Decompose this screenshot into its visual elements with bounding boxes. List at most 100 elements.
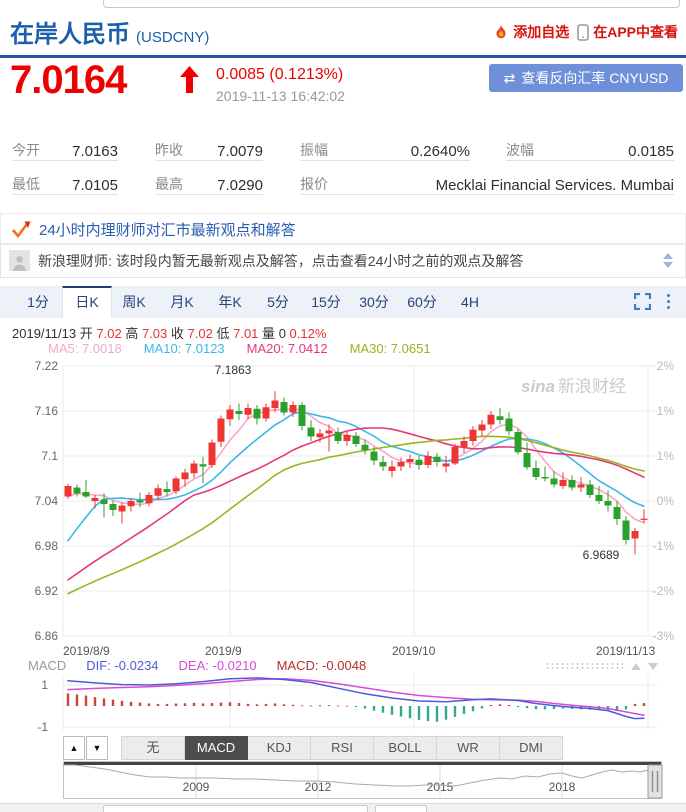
indicator-none[interactable]: 无 (121, 736, 185, 760)
view-in-app-link[interactable]: 在APP中查看 (577, 22, 678, 42)
tab-60min[interactable]: 60分 (407, 294, 437, 310)
ohlc-label: 高 (125, 326, 139, 341)
stat-quote-source: 报价 Mecklai Financial Services. Mumbai (300, 170, 674, 195)
last-price: 7.0164 (10, 58, 127, 102)
svg-text:6.9689: 6.9689 (583, 548, 620, 562)
page-title: 在岸人民币 (USDCNY) (10, 14, 209, 49)
stat-label: 振幅 (300, 142, 328, 158)
advisor-comment-row[interactable]: 新浪理财师: 该时段内暂无最新观点及解答，点击查看24小时之前的观点及解答 (0, 243, 686, 278)
ohlc-label: 低 (216, 326, 230, 341)
ma-legend: MA5: 7.0018 MA10: 7.0123 MA20: 7.0412 MA… (48, 341, 431, 356)
tab-5min[interactable]: 5分 (267, 294, 289, 310)
stat-range: 波幅 0.0185 (506, 136, 674, 161)
ohlc-value: 7.02 (187, 326, 213, 341)
reverse-rate-label: 查看反向汇率 CNYUSD (521, 70, 669, 86)
macd-legend-row: MACD DIF: -0.0234 DEA: -0.0210 MACD: -0.… (28, 658, 366, 673)
tab-4h[interactable]: 4H (461, 294, 479, 310)
svg-text:7.1863: 7.1863 (215, 363, 252, 377)
add-watchlist-link[interactable]: 添加自选 (493, 22, 569, 42)
stat-value: 7.0079 (217, 143, 263, 160)
indicator-next-button[interactable]: ▼ (86, 736, 108, 760)
indicator-macd[interactable]: MACD (185, 736, 248, 760)
person-icon (13, 256, 26, 271)
reverse-rate-button[interactable]: ⇄ 查看反向汇率 CNYUSD (489, 64, 683, 92)
ohlc-value: 7.03 (141, 326, 168, 341)
ohlc-label: 量 (262, 326, 276, 341)
watermark-brand: sina (521, 377, 556, 396)
svg-text:2012: 2012 (305, 780, 332, 794)
ohlc-date: 2019/11/13 (12, 326, 77, 341)
ohlc-label: 收 (170, 326, 184, 341)
x-tick-sep: 2019/9 (205, 644, 242, 658)
svg-text:2018: 2018 (549, 780, 576, 794)
price-up-arrow-icon (180, 66, 199, 93)
macd-collapse-icon[interactable] (648, 663, 658, 670)
swap-icon: ⇄ (503, 69, 516, 86)
stat-amplitude: 振幅 0.2640% (300, 136, 470, 161)
candlestick-chart[interactable]: 7.22 2% 7.16 1% 7.1 1% 7.04 0% 6.98 -1% 6.92 -2% 6.8… (0, 356, 686, 658)
stat-label: 今开 (12, 142, 40, 158)
stat-value: 7.0163 (72, 143, 118, 160)
svg-text:-2%: -2% (653, 584, 675, 598)
macd-chart[interactable]: 1 -1 (0, 670, 686, 734)
top-cropped-search-box[interactable] (103, 0, 680, 8)
svg-text:2015: 2015 (427, 780, 454, 794)
symbol-search-button[interactable] (375, 805, 427, 812)
stat-label: 最低 (12, 176, 40, 192)
svg-text:6.98: 6.98 (35, 539, 59, 553)
header-links: 添加自选 在APP中查看 (493, 22, 678, 42)
svg-text:7.22: 7.22 (35, 359, 59, 373)
tab-30min[interactable]: 30分 (359, 294, 389, 310)
avatar (9, 250, 30, 271)
history-range-slider[interactable]: 2009 2012 2015 2018 (0, 761, 686, 801)
ma30-legend: MA30: 7.0651 (349, 341, 431, 356)
fullscreen-icon[interactable] (634, 293, 651, 310)
svg-text:1%: 1% (657, 449, 675, 463)
ohlc-label: 开 (79, 326, 93, 341)
macd-name: MACD (28, 658, 67, 673)
dea-value: DEA: -0.0210 (178, 658, 257, 673)
tab-weekly[interactable]: 周K (122, 294, 146, 310)
tab-yearly[interactable]: 年K (218, 294, 242, 310)
tab-15min[interactable]: 15分 (311, 294, 341, 310)
stat-value: Mecklai Financial Services. Mumbai (435, 177, 674, 194)
macd-drag-handle[interactable] (545, 662, 623, 671)
x-tick-start: 2019/8/9 (63, 644, 110, 658)
tab-monthly[interactable]: 月K (170, 294, 194, 310)
indicator-prev-button[interactable]: ▲ (63, 736, 85, 760)
stat-label: 昨收 (155, 142, 183, 158)
svg-text:7.04: 7.04 (35, 494, 59, 508)
svg-text:-3%: -3% (653, 629, 675, 643)
watermark-text: 新浪财经 (558, 377, 627, 396)
kebab-menu-icon[interactable] (667, 294, 670, 309)
tab-1min[interactable]: 1分 (27, 294, 49, 310)
stat-label: 报价 (300, 176, 328, 192)
indicator-dmi[interactable]: DMI (500, 736, 563, 760)
x-tick-oct: 2019/10 (392, 644, 436, 658)
svg-text:-1: -1 (37, 720, 48, 734)
scroll-up-icon[interactable] (663, 253, 673, 259)
ohlc-value: 7.02 (96, 326, 122, 341)
svg-text:1: 1 (41, 678, 48, 692)
svg-text:7.16: 7.16 (35, 404, 59, 418)
stat-value: 7.0105 (72, 177, 118, 194)
symbol-search-input[interactable] (103, 805, 368, 812)
stat-value: 7.0290 (217, 177, 263, 194)
indicator-kdj[interactable]: KDJ (248, 736, 311, 760)
svg-text:7.1: 7.1 (41, 449, 58, 463)
stat-low: 最低 7.0105 (12, 170, 118, 195)
advisor-comment-text: 新浪理财师: 该时段内暂无最新观点及解答，点击查看24小时之前的观点及解答 (38, 252, 524, 269)
svg-text:0%: 0% (657, 494, 675, 508)
scroll-down-icon[interactable] (663, 262, 673, 268)
advisor-banner-link[interactable]: 24小时内理财师对汇市最新观点和解答 (0, 213, 686, 245)
tab-daily[interactable]: 日K (62, 286, 112, 318)
indicator-wr[interactable]: WR (437, 736, 500, 760)
svg-text:-1%: -1% (653, 539, 675, 553)
indicator-boll[interactable]: BOLL (374, 736, 437, 760)
macd-value: MACD: -0.0048 (276, 658, 367, 673)
macd-expand-icon[interactable] (631, 663, 641, 670)
stat-label: 波幅 (506, 142, 534, 158)
indicator-rsi[interactable]: RSI (311, 736, 374, 760)
slider-handle (647, 764, 663, 799)
